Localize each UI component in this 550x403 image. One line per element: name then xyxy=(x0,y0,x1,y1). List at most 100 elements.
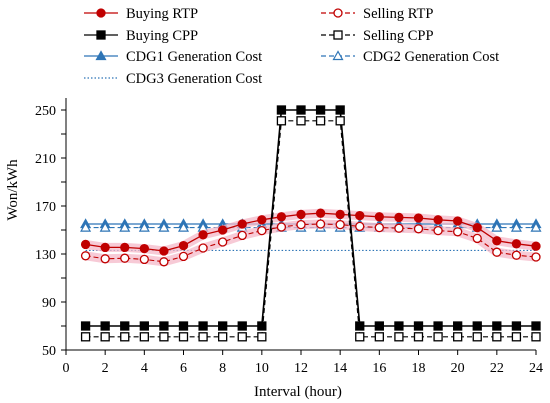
data-point xyxy=(531,241,541,251)
data-point xyxy=(315,116,326,126)
x-tick-label: 8 xyxy=(219,361,226,376)
data-point xyxy=(80,332,91,342)
y-tick-label: 170 xyxy=(35,200,56,215)
data-point xyxy=(139,254,149,265)
data-point xyxy=(237,219,247,229)
x-tick-label: 0 xyxy=(63,361,70,376)
data-point xyxy=(492,332,502,342)
data-point xyxy=(218,225,228,235)
data-point xyxy=(159,246,169,256)
data-point xyxy=(472,332,482,342)
data-point xyxy=(335,116,345,126)
data-point xyxy=(158,221,170,232)
data-point xyxy=(394,212,404,223)
data-point xyxy=(355,332,365,342)
series-selling-rtp xyxy=(80,219,541,267)
data-point xyxy=(355,221,365,232)
data-point xyxy=(413,332,424,342)
data-point xyxy=(100,242,110,253)
data-point xyxy=(276,116,287,126)
data-point xyxy=(120,242,130,253)
data-point xyxy=(120,253,130,263)
data-point xyxy=(433,332,443,342)
data-point xyxy=(315,105,326,115)
data-point xyxy=(491,221,503,232)
data-point xyxy=(178,332,189,342)
legend-label: CDG2 Generation Cost xyxy=(363,49,499,65)
data-point xyxy=(472,222,482,233)
legend-entry: Buying CPP xyxy=(84,28,198,44)
data-point xyxy=(100,254,110,264)
data-point xyxy=(315,208,326,218)
data-point xyxy=(120,321,130,331)
data-point xyxy=(100,332,110,342)
data-point xyxy=(138,221,150,232)
y-tick-label: 50 xyxy=(42,344,56,359)
y-axis-label: Won/kWh xyxy=(5,159,21,221)
data-point xyxy=(276,212,287,222)
data-point xyxy=(80,239,91,250)
data-point xyxy=(296,219,306,230)
data-point xyxy=(374,212,384,222)
data-point xyxy=(139,332,149,342)
data-point xyxy=(394,321,404,331)
data-point xyxy=(198,243,208,253)
data-point xyxy=(492,236,502,246)
data-point xyxy=(472,321,482,331)
data-point xyxy=(511,321,522,331)
x-tick-label: 22 xyxy=(490,361,504,376)
data-point xyxy=(315,219,326,229)
data-point xyxy=(159,257,169,267)
series-selling-cpp xyxy=(80,116,541,342)
data-point xyxy=(276,222,287,232)
data-point xyxy=(530,221,542,232)
legend-label: Selling CPP xyxy=(363,28,434,44)
series-highlight-band xyxy=(81,219,541,267)
data-point xyxy=(335,105,345,115)
data-point xyxy=(355,210,365,221)
data-point xyxy=(492,321,502,331)
legend-marker xyxy=(96,8,106,18)
data-point xyxy=(80,251,91,261)
legend-label: CDG1 Generation Cost xyxy=(126,49,262,65)
data-point xyxy=(531,321,541,331)
data-point xyxy=(99,221,111,232)
data-point xyxy=(511,239,522,249)
legend-entry: CDG3 Generation Cost xyxy=(84,71,262,87)
legend-entry: Buying RTP xyxy=(84,6,198,22)
data-point xyxy=(374,332,384,342)
data-point xyxy=(374,222,384,233)
data-point xyxy=(394,223,404,233)
data-point xyxy=(100,321,110,331)
x-tick-label: 4 xyxy=(141,361,148,376)
data-point xyxy=(178,321,189,331)
data-point xyxy=(257,321,267,331)
data-point xyxy=(511,332,522,342)
plot-area xyxy=(80,105,542,342)
data-point xyxy=(453,216,463,226)
data-point xyxy=(198,321,208,331)
data-point xyxy=(257,332,267,342)
legend-marker xyxy=(96,30,106,40)
legend-marker xyxy=(95,50,107,61)
data-point xyxy=(296,116,306,126)
y-tick-label: 210 xyxy=(35,152,56,167)
data-point xyxy=(218,332,228,342)
y-tick-label: 130 xyxy=(35,248,56,263)
data-point xyxy=(198,230,208,240)
legend-label: Buying CPP xyxy=(126,28,198,44)
series-buying-rtp xyxy=(80,208,541,256)
data-point xyxy=(218,237,228,247)
data-point xyxy=(453,332,463,342)
legend-entry: Selling RTP xyxy=(321,6,433,22)
data-point xyxy=(433,215,443,225)
data-point xyxy=(511,250,522,260)
data-point xyxy=(80,321,91,331)
data-point xyxy=(453,227,463,237)
data-point xyxy=(355,321,365,331)
x-tick-label: 20 xyxy=(451,361,465,376)
x-tick-label: 6 xyxy=(180,361,187,376)
y-tick-label: 250 xyxy=(35,104,56,119)
data-point xyxy=(177,221,190,232)
